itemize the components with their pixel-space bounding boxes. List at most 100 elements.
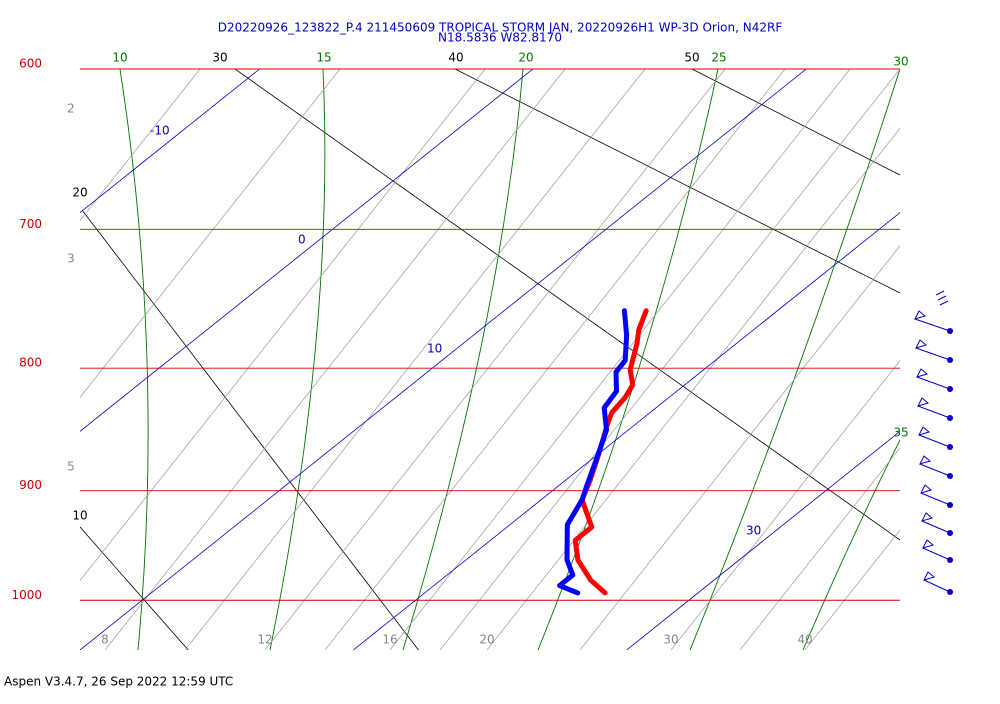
wind-barb-dot	[947, 444, 953, 450]
wind-barb-dot	[947, 357, 953, 363]
profile-line	[557, 308, 630, 596]
wind-barb-flag	[918, 426, 931, 436]
dry-adiabat	[454, 69, 900, 294]
dry-adiabat	[80, 526, 189, 650]
dry-adiabat-label: 10	[72, 509, 87, 523]
dry-adiabat-label: 50	[684, 51, 699, 65]
wind-barb-staff	[919, 463, 951, 477]
wind-barb-dot	[947, 386, 953, 392]
mixing-ratio-line	[324, 69, 786, 650]
mixing-ratio-label: 3	[67, 252, 75, 266]
moist-adiabat-label: 10	[112, 51, 127, 65]
wind-barb-staff	[914, 318, 951, 332]
wind-barb-dot	[947, 328, 953, 334]
mixing-ratio-line	[184, 69, 646, 650]
y-tick-label: 800	[19, 356, 42, 370]
isotherm	[80, 69, 260, 214]
wind-barb-staff	[922, 547, 951, 561]
wind-barb	[919, 455, 953, 479]
wind-barb-staff	[916, 376, 951, 390]
mixing-ratio-label: 8	[101, 633, 109, 647]
mixing-ratio-line	[739, 447, 900, 650]
wind-barb-dot	[947, 589, 953, 595]
mixing-ratio-line	[389, 69, 851, 650]
wind-barb-staff	[920, 492, 951, 506]
wind-barb	[920, 484, 953, 508]
moist-adiabat	[269, 69, 326, 650]
wind-barb-flag	[922, 539, 935, 549]
mixing-ratio-label: 16	[382, 633, 397, 647]
wind-barb	[916, 368, 953, 392]
wind-barb	[923, 571, 953, 595]
moist-adiabat	[802, 439, 900, 650]
mixing-ratio-line	[80, 69, 341, 398]
wind-barb-dot	[947, 502, 953, 508]
wind-barb-flag	[915, 339, 928, 349]
isotherm	[80, 69, 534, 432]
mixing-ratio-label: 30	[663, 633, 678, 647]
dry-adiabat-label: 40	[448, 51, 463, 65]
wind-barb-dot	[947, 530, 953, 536]
wind-barb	[915, 339, 953, 363]
wind-barb-dot	[947, 473, 953, 479]
wind-barb-staff	[918, 434, 951, 448]
mixing-ratio-line	[804, 529, 900, 650]
moist-adiabat-label: 15	[316, 51, 331, 65]
isotherm-label: -10	[150, 124, 170, 138]
mixing-ratio-label: 5	[67, 460, 75, 474]
wind-barb-staff	[917, 405, 951, 419]
wind-barb-staff	[921, 520, 951, 534]
wind-barb-dot	[947, 415, 953, 421]
wind-barb	[914, 310, 953, 334]
mixing-ratio-line	[439, 69, 900, 650]
wind-barb	[917, 397, 953, 421]
mixing-ratio-line	[80, 69, 486, 582]
moist-adiabat	[689, 69, 900, 650]
footer: Aspen V3.4.7, 26 Sep 2022 12:59 UTC	[4, 675, 233, 689]
isotherm-label: 30	[746, 524, 761, 538]
wind-barb-flag	[919, 455, 932, 465]
isotherm-label: 10	[427, 342, 442, 356]
mixing-ratio-label: 2	[67, 102, 75, 116]
wind-barb-dot	[947, 557, 953, 563]
wind-barb-staff	[915, 347, 951, 361]
isotherm	[626, 430, 900, 650]
dry-adiabat-label: 30	[212, 51, 227, 65]
dry-adiabat	[691, 69, 900, 176]
isotherm	[353, 212, 900, 650]
mixing-ratio-line	[104, 69, 566, 650]
wind-barb-flag	[916, 368, 929, 378]
wind-barb-flag	[921, 512, 934, 522]
mixing-ratio-label: 20	[479, 633, 494, 647]
wind-barb	[918, 426, 953, 450]
y-tick-label: 900	[19, 478, 42, 492]
moist-adiabat-label: 35	[893, 426, 908, 440]
mixing-ratio-line	[264, 69, 726, 650]
wind-barb-flag	[920, 484, 933, 494]
y-tick-label: 700	[19, 217, 42, 231]
wind-barb	[935, 290, 949, 306]
mixing-ratio-label: 12	[257, 633, 272, 647]
wind-barb	[921, 512, 953, 536]
chart-title: D20220926_123822_P.4 211450609 TROPICAL …	[218, 21, 783, 35]
mixing-ratio-line	[80, 69, 201, 222]
moist-adiabat-label: 20	[518, 51, 533, 65]
mixing-ratio-line	[579, 245, 900, 650]
background-lines	[80, 69, 900, 650]
moist-adiabat	[119, 69, 149, 650]
moist-adiabat-label: 25	[711, 51, 726, 65]
y-tick-label: 1000	[11, 588, 42, 602]
wind-barb-flag	[914, 310, 927, 320]
moist-adiabat-label: 30	[893, 55, 908, 69]
wind-barb-staff	[923, 579, 951, 593]
wind-barb-flag	[923, 571, 936, 581]
moist-adiabat	[402, 69, 524, 650]
chart-subtitle: N18.5836 W82.8170	[438, 31, 562, 45]
wind-barb	[922, 539, 953, 563]
isotherm-label: 0	[298, 233, 306, 247]
dry-adiabat	[81, 209, 419, 650]
profile-line	[572, 308, 649, 596]
dry-adiabat-label: 20	[72, 186, 87, 200]
y-tick-label: 600	[19, 57, 42, 71]
